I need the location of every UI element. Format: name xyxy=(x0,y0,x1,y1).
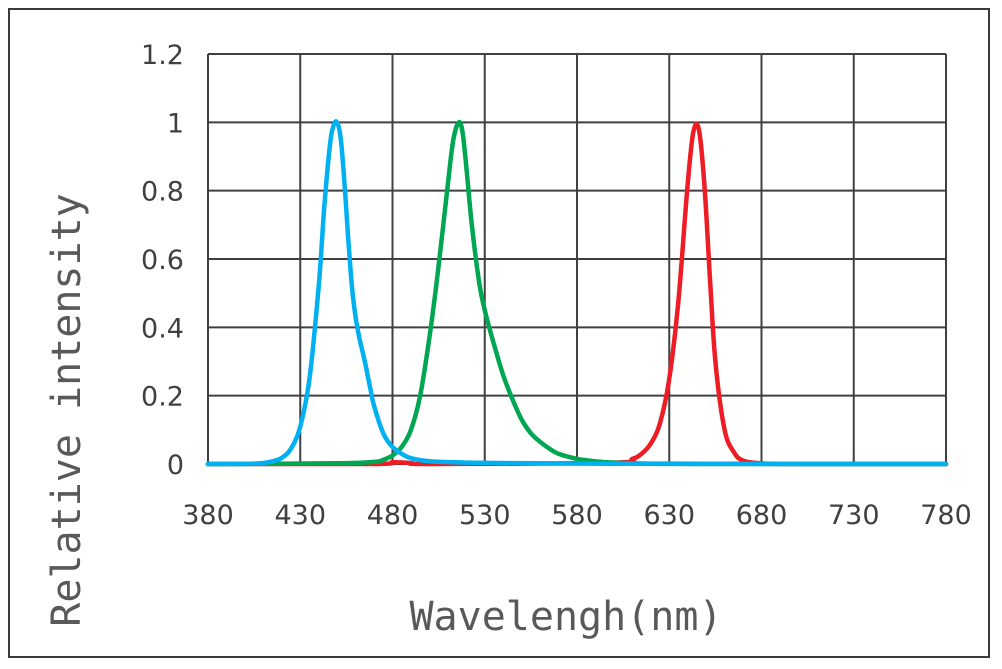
y-tick-label: 0.4 xyxy=(141,313,184,344)
x-tick-label: 380 xyxy=(182,500,234,531)
x-tick-label: 780 xyxy=(920,500,972,531)
x-axis-ticks: 380 430 480 530 580 630 680 730 780 xyxy=(182,500,972,531)
x-tick-label: 680 xyxy=(736,500,788,531)
x-tick-label: 580 xyxy=(551,500,603,531)
y-tick-label: 1 xyxy=(167,108,184,139)
y-tick-label: 0.6 xyxy=(141,245,184,276)
series-layer xyxy=(205,119,949,467)
chart-frame xyxy=(8,8,990,658)
x-tick-label: 530 xyxy=(459,500,511,531)
series-line-green xyxy=(205,119,949,467)
x-axis-title: Wavelengh(nm) xyxy=(409,594,722,640)
x-tick-label: 730 xyxy=(828,500,880,531)
series-line-blue xyxy=(205,119,949,467)
y-tick-label: 0.8 xyxy=(141,177,184,208)
y-tick-label: 1.2 xyxy=(141,40,184,71)
x-tick-label: 630 xyxy=(643,500,695,531)
y-axis-ticks: 0 0.2 0.4 0.6 0.8 1 1.2 xyxy=(141,40,184,481)
y-tick-label: 0 xyxy=(167,450,184,481)
x-tick-label: 430 xyxy=(274,500,326,531)
series-line-red xyxy=(205,121,949,467)
y-tick-label: 0.2 xyxy=(141,382,184,413)
x-tick-label: 480 xyxy=(367,500,419,531)
y-axis-title: Relative intensity xyxy=(44,193,90,626)
